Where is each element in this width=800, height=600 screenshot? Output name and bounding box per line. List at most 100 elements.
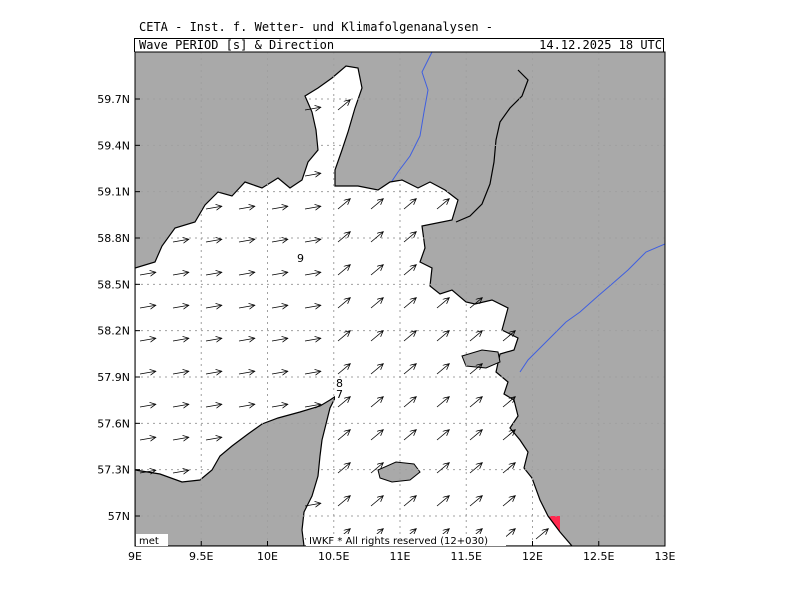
direction-arrow (172, 437, 189, 440)
direction-arrow (403, 232, 416, 243)
latitude-axis: 57N 57.3N 57.6N 57.9N 58.2N 58.5N 58.8N 59.1N 59… (97, 93, 140, 523)
direction-arrow (271, 371, 288, 374)
direction-arrow (205, 338, 222, 341)
direction-arrow (271, 239, 288, 242)
direction-arrow (304, 371, 321, 374)
direction-arrow (370, 364, 383, 375)
credit-met: met (139, 536, 159, 547)
direction-arrow (139, 437, 156, 440)
direction-arrow (238, 371, 255, 374)
valid-time: 14.12.2025 18 UTC (539, 38, 662, 52)
direction-arrow (502, 397, 515, 408)
lat-tick-label: 58.5N (97, 278, 130, 291)
direction-arrow (469, 397, 482, 408)
lat-tick-label: 57.9N (97, 371, 130, 384)
direction-arrow (238, 272, 255, 275)
lat-tick-label: 59.1N (97, 186, 130, 199)
direction-arrow (403, 331, 416, 342)
lon-tick-label: 12.5E (583, 550, 614, 563)
contour-label-9: 9 (297, 252, 304, 265)
direction-arrow (502, 463, 515, 474)
direction-arrow (139, 272, 156, 275)
direction-arrow (502, 496, 515, 507)
lon-tick-label: 11E (390, 550, 411, 563)
direction-arrow (304, 272, 321, 275)
direction-arrow (139, 371, 156, 374)
direction-arrow (535, 529, 548, 540)
direction-arrow (238, 305, 255, 308)
direction-arrow (271, 404, 288, 407)
organization-title: CETA - Inst. f. Wetter- und Klimafolgena… (139, 20, 494, 34)
direction-arrow (139, 338, 156, 341)
lon-tick-label: 10E (257, 550, 278, 563)
lon-tick-label: 10.5E (318, 550, 349, 563)
direction-arrow (337, 199, 350, 210)
direction-arrow (205, 206, 222, 209)
direction-arrow (271, 206, 288, 209)
direction-arrow (370, 199, 383, 210)
direction-arrow (337, 496, 350, 507)
direction-arrow (337, 463, 350, 474)
product-title: Wave_PERIOD_[s]_&_Direction (139, 38, 335, 52)
direction-arrow (238, 404, 255, 407)
graticule (135, 52, 665, 546)
wave-direction-arrows (139, 100, 548, 540)
direction-arrow (172, 239, 189, 242)
lat-tick-label: 59.4N (97, 139, 130, 152)
direction-arrow (436, 496, 449, 507)
direction-arrow (436, 199, 449, 210)
river-line (389, 52, 433, 185)
direction-arrow (238, 239, 255, 242)
direction-arrow (172, 470, 189, 473)
direction-arrow (337, 397, 350, 408)
direction-arrow (304, 173, 321, 176)
direction-arrow (469, 463, 482, 474)
direction-arrow (469, 364, 482, 375)
direction-arrow (205, 437, 222, 440)
direction-arrow (370, 430, 383, 441)
direction-arrow (370, 232, 383, 243)
lat-tick-label: 57.3N (97, 464, 130, 477)
direction-arrow (502, 331, 515, 342)
direction-arrow (370, 331, 383, 342)
lat-tick-label: 57N (108, 510, 130, 523)
direction-arrow (403, 265, 416, 276)
lat-tick-label: 59.7N (97, 93, 130, 106)
direction-arrow (337, 298, 350, 309)
lakeshore-line (455, 69, 529, 223)
direction-arrow (436, 430, 449, 441)
lat-tick-label: 58.2N (97, 325, 130, 338)
direction-arrow (205, 371, 222, 374)
title-bar (134, 38, 664, 52)
direction-arrow (139, 404, 156, 407)
direction-arrow (370, 496, 383, 507)
lat-tick-label: 58.8N (97, 232, 130, 245)
direction-arrow (403, 397, 416, 408)
direction-arrow (469, 298, 482, 309)
direction-arrow (436, 397, 449, 408)
direction-arrow (370, 397, 383, 408)
direction-arrow (403, 364, 416, 375)
direction-arrow (403, 430, 416, 441)
river-line (519, 243, 665, 373)
direction-arrow (337, 100, 350, 111)
direction-arrow (271, 338, 288, 341)
direction-arrow (172, 305, 189, 308)
direction-arrow (403, 199, 416, 210)
direction-arrow (271, 272, 288, 275)
direction-arrow (436, 298, 449, 309)
lon-tick-label: 12E (522, 550, 543, 563)
direction-arrow (304, 404, 321, 407)
direction-arrow (337, 430, 350, 441)
direction-arrow (370, 463, 383, 474)
direction-arrow (469, 430, 482, 441)
direction-arrow (469, 331, 482, 342)
credit-iwkf: IWKF * All rights reserved (12+030) (309, 536, 488, 547)
direction-arrow (436, 463, 449, 474)
direction-arrow (304, 305, 321, 308)
direction-arrow (271, 305, 288, 308)
contour-label-7: 7 (336, 388, 343, 401)
direction-arrow (205, 305, 222, 308)
direction-arrow (172, 371, 189, 374)
